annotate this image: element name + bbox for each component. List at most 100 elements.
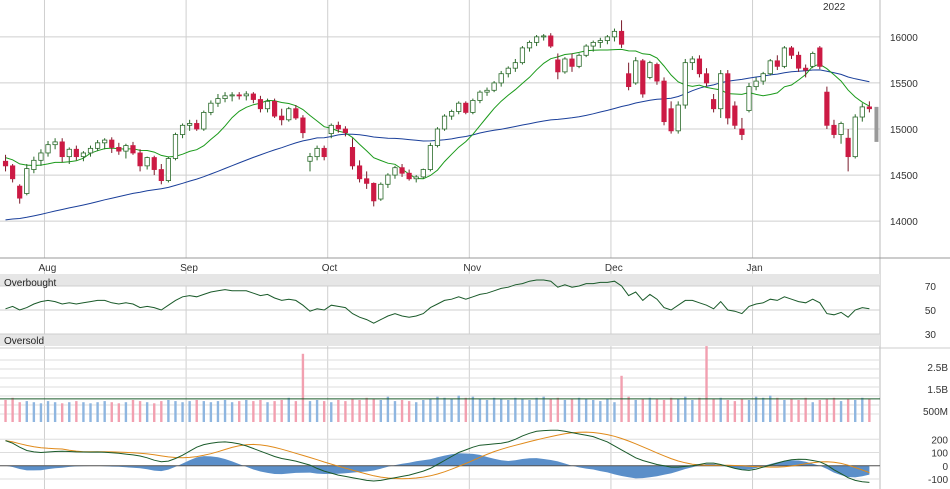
rsi-tick-label: 70 bbox=[925, 282, 937, 293]
candle-body bbox=[17, 185, 23, 199]
volume-bar bbox=[117, 403, 121, 422]
price-series bbox=[2, 20, 879, 221]
candle-body bbox=[222, 95, 228, 99]
candle-body bbox=[668, 108, 674, 132]
volume-tick-label: 2.5B bbox=[927, 363, 948, 374]
volume-bar bbox=[308, 401, 312, 422]
candle-body bbox=[711, 99, 717, 110]
candle-body bbox=[427, 145, 433, 170]
moving-average-short-line bbox=[5, 48, 870, 180]
candle-body bbox=[640, 60, 646, 95]
candle-body bbox=[590, 41, 596, 47]
volume-bar bbox=[294, 401, 298, 422]
candle-body bbox=[852, 116, 858, 158]
volume-bar bbox=[754, 396, 758, 422]
volume-bar bbox=[804, 397, 807, 422]
volume-bar bbox=[655, 398, 659, 422]
candle-body bbox=[626, 73, 632, 88]
volume-bar bbox=[556, 397, 560, 422]
candle-body bbox=[371, 182, 377, 202]
candle-body bbox=[272, 100, 278, 117]
volume-bar bbox=[832, 397, 836, 422]
price-axis: 14000 14500 15000 15500 16000 bbox=[890, 33, 918, 228]
volume-bar bbox=[811, 402, 814, 422]
candle-body bbox=[732, 105, 738, 126]
volume-bar bbox=[75, 401, 78, 422]
candle-body bbox=[824, 91, 830, 126]
candle-body bbox=[526, 41, 533, 49]
volume-bar bbox=[195, 400, 198, 422]
candle-body bbox=[810, 53, 816, 67]
volume-bar bbox=[457, 395, 460, 422]
volume-tick-label: 1.5B bbox=[927, 385, 948, 396]
volume-bar bbox=[599, 401, 602, 422]
candle-body bbox=[385, 174, 391, 185]
macd-tick-label: -100 bbox=[928, 475, 948, 486]
candle-body bbox=[647, 62, 653, 78]
candle-body bbox=[31, 159, 37, 170]
volume-bar bbox=[648, 397, 652, 422]
volume-bar bbox=[606, 398, 609, 422]
volume-bar bbox=[776, 397, 779, 422]
volume-bar bbox=[634, 400, 637, 422]
volume-bar bbox=[53, 402, 57, 422]
volume-bar bbox=[153, 403, 156, 422]
volume-bar bbox=[790, 398, 793, 422]
candle-body bbox=[548, 35, 554, 47]
candle-body bbox=[541, 35, 547, 38]
candle-body bbox=[123, 145, 129, 152]
candle-body bbox=[87, 147, 94, 154]
price-tick-label: 16000 bbox=[890, 33, 918, 44]
month-tick-label: Oct bbox=[322, 263, 338, 274]
candle-body bbox=[10, 165, 16, 180]
volume-bar bbox=[761, 397, 765, 422]
volume-bar bbox=[677, 398, 680, 422]
candle-body bbox=[463, 102, 469, 113]
candle-body bbox=[194, 123, 200, 130]
candle-body bbox=[279, 115, 285, 121]
candle-body bbox=[838, 123, 844, 135]
volume-bar bbox=[39, 403, 43, 422]
candle-body bbox=[300, 117, 306, 134]
volume-bar bbox=[393, 401, 397, 422]
candle-body bbox=[845, 137, 851, 158]
volume-bar bbox=[415, 402, 418, 422]
candle-body bbox=[767, 60, 773, 75]
volume-bar bbox=[188, 401, 191, 422]
candle-body bbox=[342, 128, 349, 134]
candle-body bbox=[102, 139, 108, 144]
candle-body bbox=[229, 94, 235, 97]
candle-body bbox=[137, 152, 143, 167]
volume-bar bbox=[167, 400, 170, 422]
volume-bar bbox=[669, 397, 673, 422]
volume-bar bbox=[627, 396, 630, 422]
candle-body bbox=[611, 30, 618, 38]
volume-bar bbox=[584, 398, 588, 422]
volume-bar bbox=[485, 400, 489, 422]
candle-body bbox=[604, 36, 610, 41]
candle-body bbox=[286, 108, 292, 121]
candle-body bbox=[349, 147, 356, 167]
rsi-line bbox=[5, 279, 870, 324]
candle-body bbox=[109, 139, 115, 148]
candle-body bbox=[739, 128, 745, 135]
candle-body bbox=[151, 157, 157, 170]
candle-body bbox=[781, 47, 788, 67]
volume-bar bbox=[691, 400, 694, 422]
candle-body bbox=[569, 58, 575, 67]
volume-bar bbox=[322, 401, 326, 422]
candle-body bbox=[335, 124, 341, 130]
volume-bar bbox=[740, 398, 744, 422]
price-tick-label: 15500 bbox=[890, 79, 918, 90]
candle-body bbox=[264, 100, 271, 110]
volume-bar bbox=[266, 402, 269, 422]
candle-body bbox=[236, 94, 242, 97]
candle-body bbox=[94, 142, 101, 149]
candle-body bbox=[484, 89, 490, 93]
candle-body bbox=[73, 148, 79, 158]
candle-body bbox=[413, 176, 419, 180]
volume-bar bbox=[499, 398, 503, 422]
volume-bar bbox=[181, 402, 184, 422]
candle-body bbox=[703, 73, 710, 84]
volume-tick-label: 500M bbox=[923, 407, 948, 418]
